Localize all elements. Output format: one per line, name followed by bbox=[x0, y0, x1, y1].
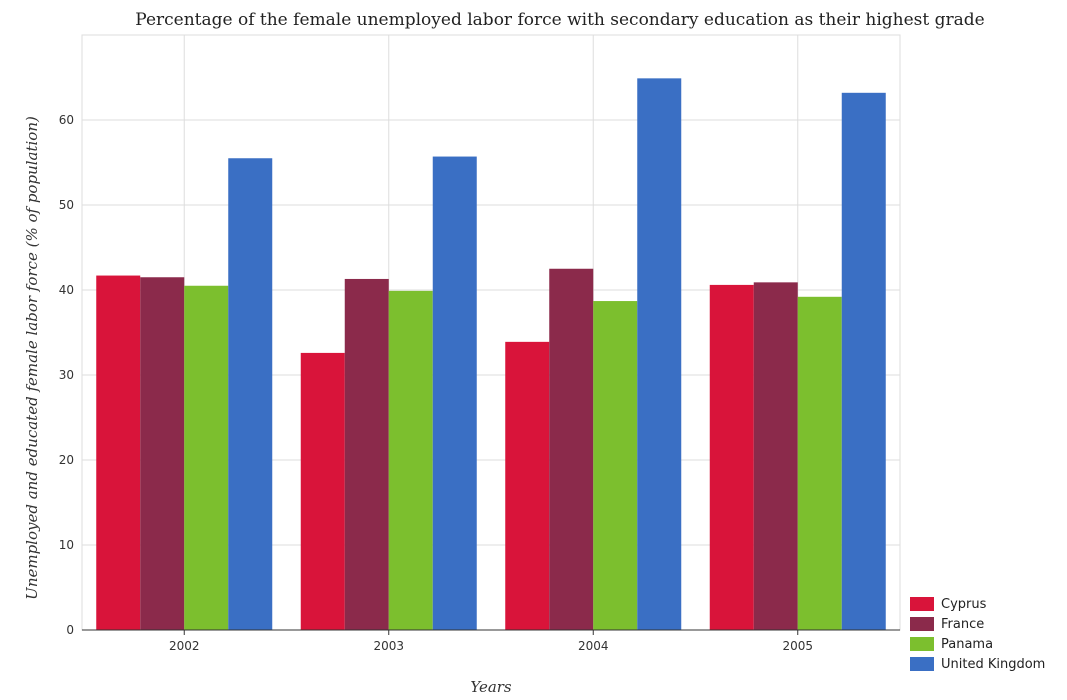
y-tick-label: 20 bbox=[59, 453, 74, 467]
bar-cyprus-2002 bbox=[96, 275, 141, 630]
y-tick-label: 10 bbox=[59, 538, 74, 552]
bar-panama-2005 bbox=[797, 296, 842, 630]
x-tick-label: 2005 bbox=[782, 639, 813, 653]
legend: Cyprus France Panama United Kingdom bbox=[910, 597, 1045, 672]
bar-france-2002 bbox=[140, 277, 185, 630]
legend-label-panama: Panama bbox=[941, 637, 993, 652]
plot-area: 0 10 20 30 40 50 60 2002 2003 2004 2005 bbox=[59, 34, 901, 653]
y-tick-label: 50 bbox=[59, 198, 74, 212]
x-axis-label: Years bbox=[470, 678, 512, 696]
bar-panama-2003 bbox=[388, 290, 433, 630]
bar-france-2004 bbox=[549, 268, 594, 630]
bar-cyprus-2003 bbox=[300, 352, 345, 630]
y-tick-label: 0 bbox=[66, 623, 74, 637]
bar-france-2005 bbox=[753, 282, 798, 630]
x-tick-label: 2004 bbox=[578, 639, 609, 653]
bar-cyprus-2005 bbox=[709, 284, 754, 630]
legend-swatch-cyprus bbox=[910, 597, 934, 611]
legend-label-france: France bbox=[941, 617, 984, 632]
bar-united-kingdom-2004 bbox=[637, 78, 682, 631]
bar-panama-2004 bbox=[593, 301, 638, 630]
bar-united-kingdom-2003 bbox=[432, 156, 477, 631]
y-tick-label: 30 bbox=[59, 368, 74, 382]
legend-label-united-kingdom: United Kingdom bbox=[941, 657, 1045, 672]
bar-france-2003 bbox=[344, 278, 389, 630]
y-axis-label: Unemployed and educated female labor for… bbox=[23, 116, 41, 600]
y-tick-label: 60 bbox=[59, 113, 74, 127]
bar-united-kingdom-2005 bbox=[841, 92, 886, 631]
y-tick-label: 40 bbox=[59, 283, 74, 297]
chart-title: Percentage of the female unemployed labo… bbox=[135, 10, 984, 30]
legend-swatch-france bbox=[910, 617, 934, 631]
legend-label-cyprus: Cyprus bbox=[941, 597, 987, 612]
x-tick-label: 2003 bbox=[373, 639, 404, 653]
x-tick-label: 2002 bbox=[169, 639, 200, 653]
bar-united-kingdom-2002 bbox=[228, 158, 273, 630]
legend-swatch-united-kingdom bbox=[910, 657, 934, 671]
bar-panama-2002 bbox=[184, 285, 229, 630]
legend-swatch-panama bbox=[910, 637, 934, 651]
bar-cyprus-2004 bbox=[505, 341, 550, 630]
